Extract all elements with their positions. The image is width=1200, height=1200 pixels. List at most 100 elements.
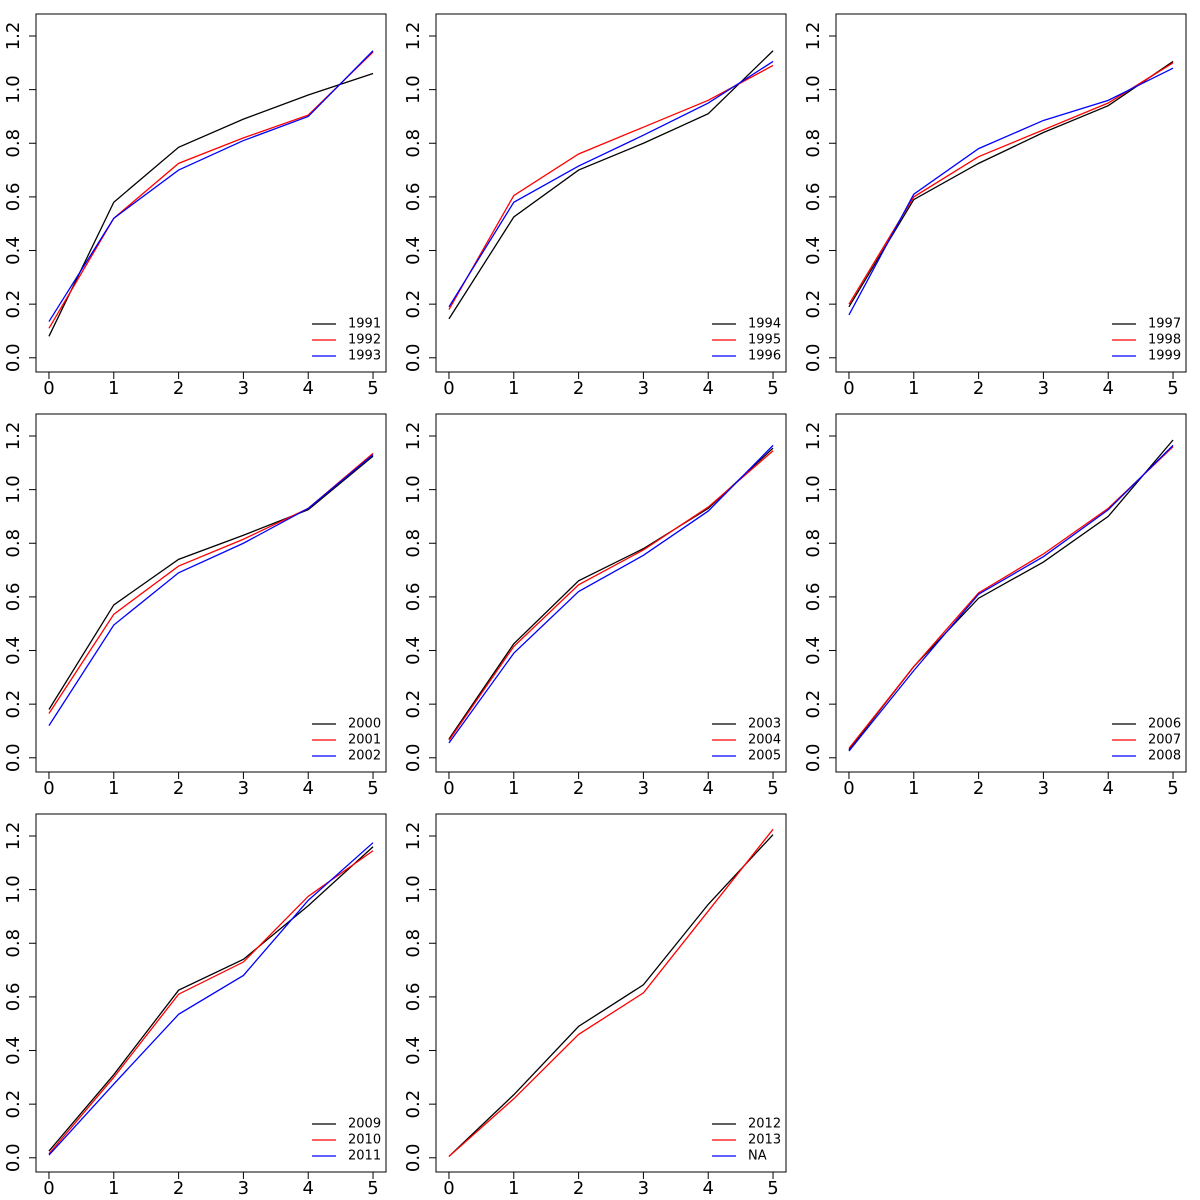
y-tick-label: 1.0: [3, 75, 24, 104]
plot-frame: [835, 13, 1187, 373]
y-tick-label: 0.4: [403, 636, 424, 665]
x-tick-label: 2: [573, 1178, 584, 1199]
y-tick-label: 1.0: [403, 475, 424, 504]
y-tick-label: 0.6: [803, 583, 824, 612]
y-tick-label: 0.2: [403, 690, 424, 719]
x-tick-label: 0: [43, 378, 54, 399]
x-tick-label: 2: [573, 378, 584, 399]
x-tick-label: 0: [443, 378, 454, 399]
plot-frame: [35, 813, 387, 1173]
y-tick-label: 0.6: [403, 183, 424, 212]
legend-label: 2009: [348, 1117, 381, 1132]
y-tick-label: 0.4: [3, 636, 24, 665]
y-tick-label: 1.0: [3, 475, 24, 504]
x-tick-label: 4: [1102, 778, 1113, 799]
x-tick-label: 3: [238, 778, 249, 799]
y-tick-label: 1.2: [403, 422, 424, 451]
y-tick-label: 1.0: [3, 875, 24, 904]
x-tick-label: 2: [973, 778, 984, 799]
x-tick-label: 1: [108, 1178, 119, 1199]
series-line: [448, 447, 774, 740]
x-tick-label: 1: [908, 378, 919, 399]
legend-label: 1994: [748, 317, 781, 332]
series-line: [48, 72, 374, 337]
y-tick-label: 0.4: [803, 236, 824, 265]
y-tick-label: 0.0: [403, 1143, 424, 1172]
y-tick-label: 0.2: [803, 690, 824, 719]
x-tick-label: 1: [508, 378, 519, 399]
x-tick-label: 5: [1167, 778, 1178, 799]
series-line: [448, 60, 774, 308]
x-tick-label: 0: [443, 1178, 454, 1199]
x-tick-label: 5: [367, 1178, 378, 1199]
y-tick-label: 1.2: [403, 822, 424, 851]
y-tick-label: 1.2: [3, 422, 24, 451]
x-tick-label: 0: [443, 778, 454, 799]
series-line: [48, 846, 374, 1152]
x-tick-label: 0: [843, 378, 854, 399]
x-tick-label: 0: [843, 778, 854, 799]
series-line: [448, 450, 774, 741]
x-tick-label: 5: [767, 378, 778, 399]
legend-label: 2003: [748, 717, 781, 732]
legend-label: 2001: [348, 733, 381, 748]
x-tick-label: 2: [573, 778, 584, 799]
y-tick-label: 0.0: [3, 343, 24, 372]
y-tick-label: 0.0: [3, 743, 24, 772]
y-tick-label: 0.6: [803, 183, 824, 212]
series-line: [848, 62, 1174, 305]
y-tick-label: 1.2: [3, 822, 24, 851]
legend-label: 1997: [1148, 317, 1181, 332]
x-tick-label: 1: [908, 778, 919, 799]
plot-frame: [35, 413, 387, 773]
legend-label: 2007: [1148, 733, 1181, 748]
legend-label: 2005: [748, 749, 781, 764]
legend-label: 2011: [348, 1149, 381, 1164]
y-tick-label: 0.4: [403, 236, 424, 265]
series-line: [48, 51, 374, 329]
series-line: [48, 50, 374, 322]
legend-label: 2013: [748, 1133, 781, 1148]
y-tick-label: 1.0: [803, 475, 824, 504]
y-tick-label: 0.4: [403, 1036, 424, 1065]
y-tick-label: 1.2: [3, 22, 24, 51]
x-tick-label: 3: [1038, 378, 1049, 399]
series-line: [448, 64, 774, 310]
y-tick-label: 1.0: [403, 875, 424, 904]
series-line: [448, 50, 774, 320]
y-tick-label: 0.0: [803, 743, 824, 772]
y-tick-label: 0.6: [403, 983, 424, 1012]
x-tick-label: 3: [638, 778, 649, 799]
y-tick-label: 1.0: [803, 75, 824, 104]
x-tick-label: 2: [173, 1178, 184, 1199]
x-tick-label: 3: [638, 1178, 649, 1199]
x-tick-label: 3: [238, 1178, 249, 1199]
y-tick-label: 0.6: [3, 583, 24, 612]
y-tick-label: 0.6: [3, 183, 24, 212]
plot-frame: [835, 413, 1187, 773]
x-tick-label: 2: [173, 378, 184, 399]
y-tick-label: 0.8: [803, 129, 824, 158]
y-tick-label: 0.2: [3, 290, 24, 319]
x-tick-label: 3: [638, 378, 649, 399]
legend-label: 2006: [1148, 717, 1181, 732]
x-tick-label: 3: [238, 378, 249, 399]
y-tick-label: 0.4: [3, 236, 24, 265]
y-tick-label: 0.8: [3, 929, 24, 958]
y-tick-label: 0.2: [403, 290, 424, 319]
x-tick-label: 5: [767, 1178, 778, 1199]
x-tick-label: 4: [302, 778, 313, 799]
series-line: [48, 454, 374, 726]
series-line: [48, 452, 374, 714]
series-line: [848, 446, 1174, 749]
legend-label: 1992: [348, 333, 381, 348]
x-tick-label: 2: [973, 378, 984, 399]
legend-label: 2012: [748, 1117, 781, 1132]
plot-frame: [435, 13, 787, 373]
y-tick-label: 0.8: [403, 929, 424, 958]
legend-label: 2002: [348, 749, 381, 764]
series-line: [448, 444, 774, 744]
x-tick-label: 2: [173, 778, 184, 799]
legend-label: NA: [748, 1149, 767, 1164]
